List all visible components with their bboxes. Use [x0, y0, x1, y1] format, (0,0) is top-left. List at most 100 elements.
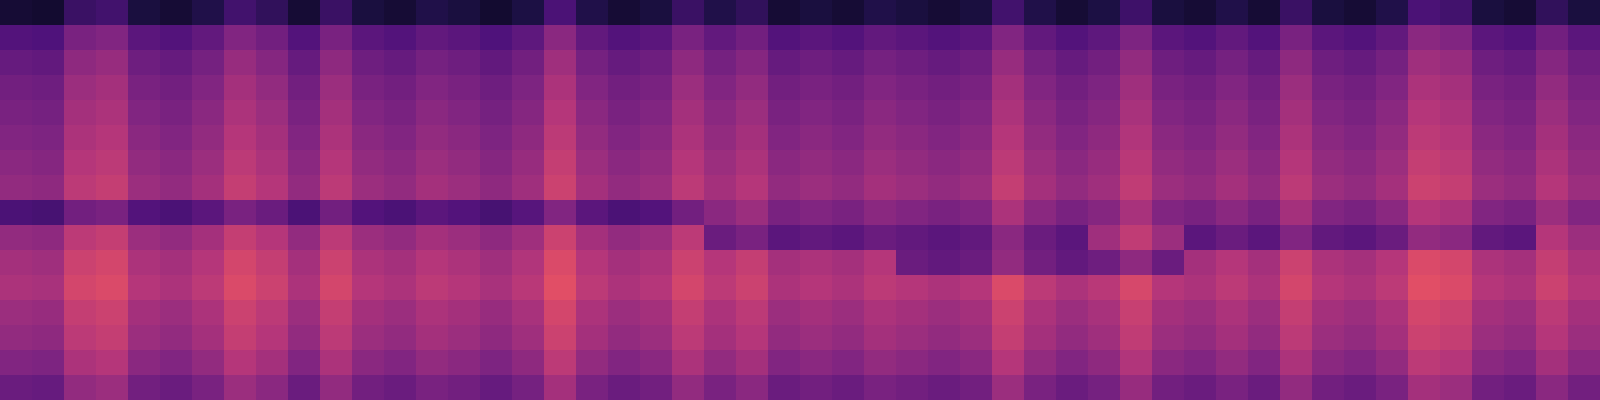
cell: [1024, 0, 1057, 26]
cell: [864, 175, 897, 201]
cell: [608, 250, 641, 276]
cell: [448, 175, 481, 201]
cell: [864, 250, 897, 276]
cell: [640, 175, 673, 201]
cell: [544, 50, 577, 76]
cell: [96, 275, 129, 301]
cell: [832, 375, 865, 400]
cell: [64, 150, 97, 176]
cell: [1088, 75, 1121, 101]
cell: [1504, 250, 1537, 276]
cell: [64, 25, 97, 51]
cell: [1440, 225, 1473, 251]
cell: [1280, 75, 1313, 101]
cell: [416, 50, 449, 76]
cell: [96, 325, 129, 351]
cell: [384, 200, 417, 226]
cell: [576, 50, 609, 76]
cell: [0, 350, 33, 376]
cell: [1472, 100, 1505, 126]
cell: [1056, 125, 1089, 151]
cell: [864, 325, 897, 351]
cell: [128, 200, 161, 226]
cell: [1120, 0, 1153, 26]
cell: [448, 100, 481, 126]
cell: [512, 300, 545, 326]
cell: [1504, 175, 1537, 201]
cell: [1408, 100, 1441, 126]
cell: [704, 0, 737, 26]
cell: [32, 275, 65, 301]
cell: [672, 150, 705, 176]
cell: [896, 225, 929, 251]
cell: [1280, 0, 1313, 26]
cell: [0, 50, 33, 76]
cell: [1280, 150, 1313, 176]
cell: [608, 300, 641, 326]
cell: [960, 375, 993, 400]
cell: [1440, 150, 1473, 176]
cell: [480, 275, 513, 301]
cell: [1472, 225, 1505, 251]
cell: [448, 125, 481, 151]
cell: [1472, 250, 1505, 276]
cell: [672, 25, 705, 51]
cell: [256, 225, 289, 251]
cell: [128, 250, 161, 276]
cell: [928, 225, 961, 251]
cell: [1248, 300, 1281, 326]
cell: [768, 125, 801, 151]
cell: [64, 225, 97, 251]
cell: [416, 325, 449, 351]
cell: [1056, 250, 1089, 276]
cell: [192, 225, 225, 251]
cell: [1536, 275, 1569, 301]
cell: [1504, 350, 1537, 376]
cell: [1280, 175, 1313, 201]
cell: [1312, 300, 1345, 326]
cell: [1344, 275, 1377, 301]
cell: [608, 125, 641, 151]
cell: [768, 250, 801, 276]
cell: [704, 125, 737, 151]
cell: [480, 375, 513, 400]
cell: [1344, 350, 1377, 376]
cell: [832, 225, 865, 251]
cell: [896, 175, 929, 201]
cell: [864, 100, 897, 126]
cell: [1248, 350, 1281, 376]
cell: [512, 225, 545, 251]
cell: [1440, 75, 1473, 101]
cell: [1568, 250, 1600, 276]
cell: [1408, 150, 1441, 176]
cell: [512, 325, 545, 351]
cell: [448, 375, 481, 400]
cell: [256, 325, 289, 351]
cell: [1280, 100, 1313, 126]
cell: [96, 75, 129, 101]
cell: [1184, 75, 1217, 101]
cell: [128, 325, 161, 351]
cell: [992, 325, 1025, 351]
cell: [480, 50, 513, 76]
cell: [1088, 25, 1121, 51]
cell: [448, 25, 481, 51]
cell: [1408, 25, 1441, 51]
cell: [480, 75, 513, 101]
cell: [544, 225, 577, 251]
cell: [416, 350, 449, 376]
cell: [384, 325, 417, 351]
cell: [640, 25, 673, 51]
cell: [736, 325, 769, 351]
cell: [384, 300, 417, 326]
cell: [704, 75, 737, 101]
cell: [128, 75, 161, 101]
cell: [96, 200, 129, 226]
cell: [192, 275, 225, 301]
cell: [320, 25, 353, 51]
cell: [256, 100, 289, 126]
cell: [576, 225, 609, 251]
cell: [1216, 75, 1249, 101]
cell: [448, 50, 481, 76]
cell: [1568, 50, 1600, 76]
